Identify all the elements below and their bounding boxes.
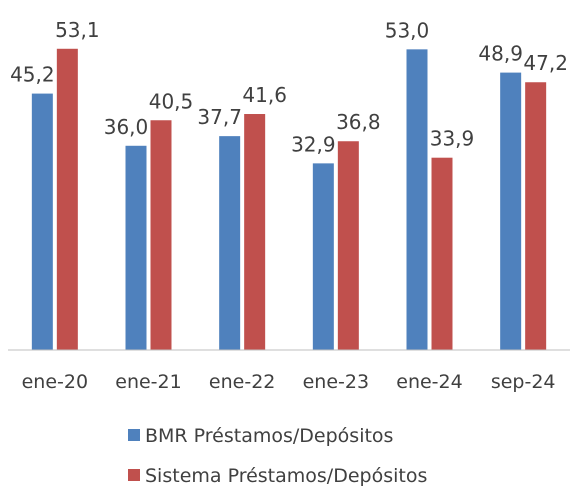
bar: [312, 163, 334, 350]
value-label: 47,2: [523, 51, 568, 75]
bar: [406, 49, 428, 350]
value-label: 40,5: [149, 89, 194, 113]
x-tick-label: ene-24: [396, 371, 462, 393]
bar: [125, 145, 147, 350]
legend-label: Sistema Préstamos/Depósitos: [145, 465, 427, 487]
legend-swatch: [128, 429, 140, 441]
value-label: 33,9: [430, 127, 475, 151]
bar: [244, 114, 266, 350]
bar: [31, 93, 53, 351]
bar: [56, 48, 78, 350]
bar: [219, 136, 241, 350]
value-label: 41,6: [242, 83, 287, 107]
value-label: 53,1: [55, 18, 100, 42]
bar: [525, 82, 547, 350]
bar: [150, 120, 172, 350]
bar: [431, 157, 453, 350]
value-label: 32,9: [291, 132, 336, 156]
x-tick-label: ene-21: [115, 371, 181, 393]
value-label: 53,0: [385, 18, 430, 42]
value-label: 48,9: [478, 42, 523, 66]
x-tick-label: ene-20: [22, 371, 88, 393]
x-tick-label: ene-23: [303, 371, 369, 393]
value-label: 37,7: [197, 105, 242, 129]
bar: [500, 72, 522, 350]
legend-swatch: [128, 469, 140, 481]
value-label: 36,0: [104, 115, 149, 139]
legend-label: BMR Préstamos/Depósitos: [145, 425, 393, 447]
bar: [337, 141, 359, 350]
value-label: 45,2: [10, 63, 55, 87]
value-label: 36,8: [336, 110, 381, 134]
x-tick-label: sep-24: [491, 371, 556, 393]
x-tick-label: ene-22: [209, 371, 275, 393]
